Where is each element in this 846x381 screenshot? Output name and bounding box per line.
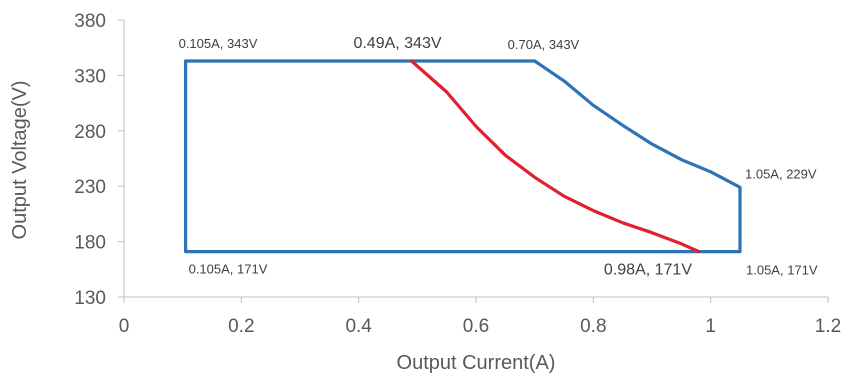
y-tick-label: 130 bbox=[74, 288, 106, 309]
y-tick-label: 330 bbox=[74, 66, 106, 87]
x-axis-title: Output Current(A) bbox=[397, 352, 556, 374]
series-line-1 bbox=[184, 59, 742, 254]
series-layer bbox=[184, 59, 742, 254]
point-annotation: 0.105A, 343V bbox=[179, 36, 258, 51]
point-annotation: 0.98A, 171V bbox=[604, 262, 692, 279]
point-annotation: 0.49A, 343V bbox=[353, 35, 441, 52]
annotation-layer: 0.105A, 343V 0.49A, 343V 0.70A, 343V 1.05A,… bbox=[179, 35, 818, 279]
x-tick-label: 0 bbox=[119, 316, 130, 337]
x-tick-label: 0.6 bbox=[463, 316, 489, 337]
x-tick-label: 1 bbox=[705, 316, 716, 337]
y-tick-label: 230 bbox=[74, 177, 106, 198]
y-tick-label: 280 bbox=[74, 122, 106, 143]
axes: 130 180 230 280 330 380 0 0.2 0.4 0.6 0.8 1 1.2 bbox=[74, 11, 841, 337]
y-tick-label: 380 bbox=[74, 11, 106, 32]
point-annotation: 1.05A, 229V bbox=[745, 166, 817, 181]
x-tick-label: 0.2 bbox=[228, 316, 254, 337]
point-annotation: 0.70A, 343V bbox=[508, 37, 580, 52]
x-tick-label: 1.2 bbox=[815, 316, 841, 337]
x-tick-label: 0.4 bbox=[345, 316, 372, 337]
series-line-2 bbox=[409, 59, 701, 254]
y-axis-title: Output Voltage(V) bbox=[9, 81, 31, 240]
x-tick-label: 0.8 bbox=[580, 316, 606, 337]
point-annotation: 0.105A, 171V bbox=[189, 262, 268, 277]
y-tick-label: 180 bbox=[74, 233, 106, 254]
point-annotation: 1.05A, 171V bbox=[746, 263, 818, 278]
